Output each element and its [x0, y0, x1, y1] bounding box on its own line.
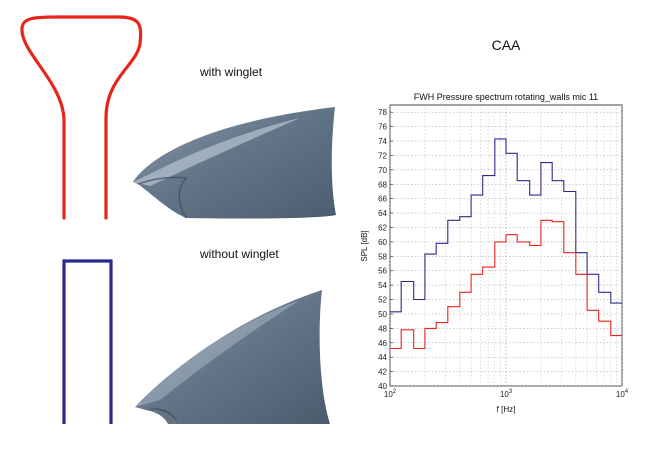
blade-without-winglet-render: [135, 290, 330, 424]
x-tick-label: 104: [616, 389, 629, 399]
plot-series: [390, 138, 622, 350]
y-tick-label: 40: [378, 382, 387, 391]
y-tick-label: 52: [378, 296, 387, 305]
x-tick-label: 102: [384, 389, 397, 399]
y-tick-label: 74: [378, 137, 387, 146]
series-with-winglet-line: [390, 138, 622, 313]
plain-profile-outline: [62, 259, 113, 424]
blade-leading-edge: [137, 176, 188, 219]
y-tick-label: 54: [378, 281, 387, 290]
y-tick-label: 70: [378, 166, 387, 175]
blade-surface: [135, 290, 330, 424]
blade-tip-highlight: [135, 300, 300, 407]
x-axis-label: f [Hz]: [497, 405, 516, 414]
chart-title: FWH Pressure spectrum rotating_walls mic…: [414, 92, 598, 102]
without-winglet-label: without winglet: [199, 247, 279, 261]
plot-grid: [389, 105, 623, 387]
series-without-winglet-line: [390, 219, 622, 350]
y-tick-label: 76: [378, 123, 387, 132]
winglet-profile-outline: [20, 15, 143, 220]
y-tick-label: 78: [378, 108, 387, 117]
y-tick-label: 64: [378, 209, 387, 218]
x-tick-label: 103: [500, 389, 513, 399]
with-winglet-label: with winglet: [199, 65, 263, 79]
y-tick-label: 44: [378, 353, 387, 362]
x-tick-labels: 102 103 104: [384, 389, 629, 399]
y-tick-label: 50: [378, 310, 387, 319]
y-tick-label: 60: [378, 238, 387, 247]
blade-root-notch: [146, 408, 178, 424]
y-tick-label: 48: [378, 324, 387, 333]
y-tick-label: 56: [378, 267, 387, 276]
y-tick-label: 68: [378, 180, 387, 189]
y-axis-label: SPL [dB]: [360, 230, 369, 261]
y-tick-label: 42: [378, 368, 387, 377]
blade-surface: [133, 107, 336, 219]
blade-winglet-edge: [133, 118, 300, 186]
y-tick-label: 62: [378, 223, 387, 232]
y-tick-labels: 40 42 44 46 48 50 52 54 56 58 60 62 64 66 68 70 72 74 76 78: [378, 108, 387, 391]
blade-with-winglet-render: [133, 107, 336, 219]
spectrum-chart: 40 42 44 46 48 50 52 54 56 58 60 62 64 66 68 70 72 74 76 78…: [360, 92, 629, 414]
y-tick-label: 58: [378, 252, 387, 261]
y-tick-label: 46: [378, 339, 387, 348]
y-tick-label: 72: [378, 151, 387, 160]
y-tick-label: 66: [378, 195, 387, 204]
caa-title: CAA: [492, 37, 521, 53]
